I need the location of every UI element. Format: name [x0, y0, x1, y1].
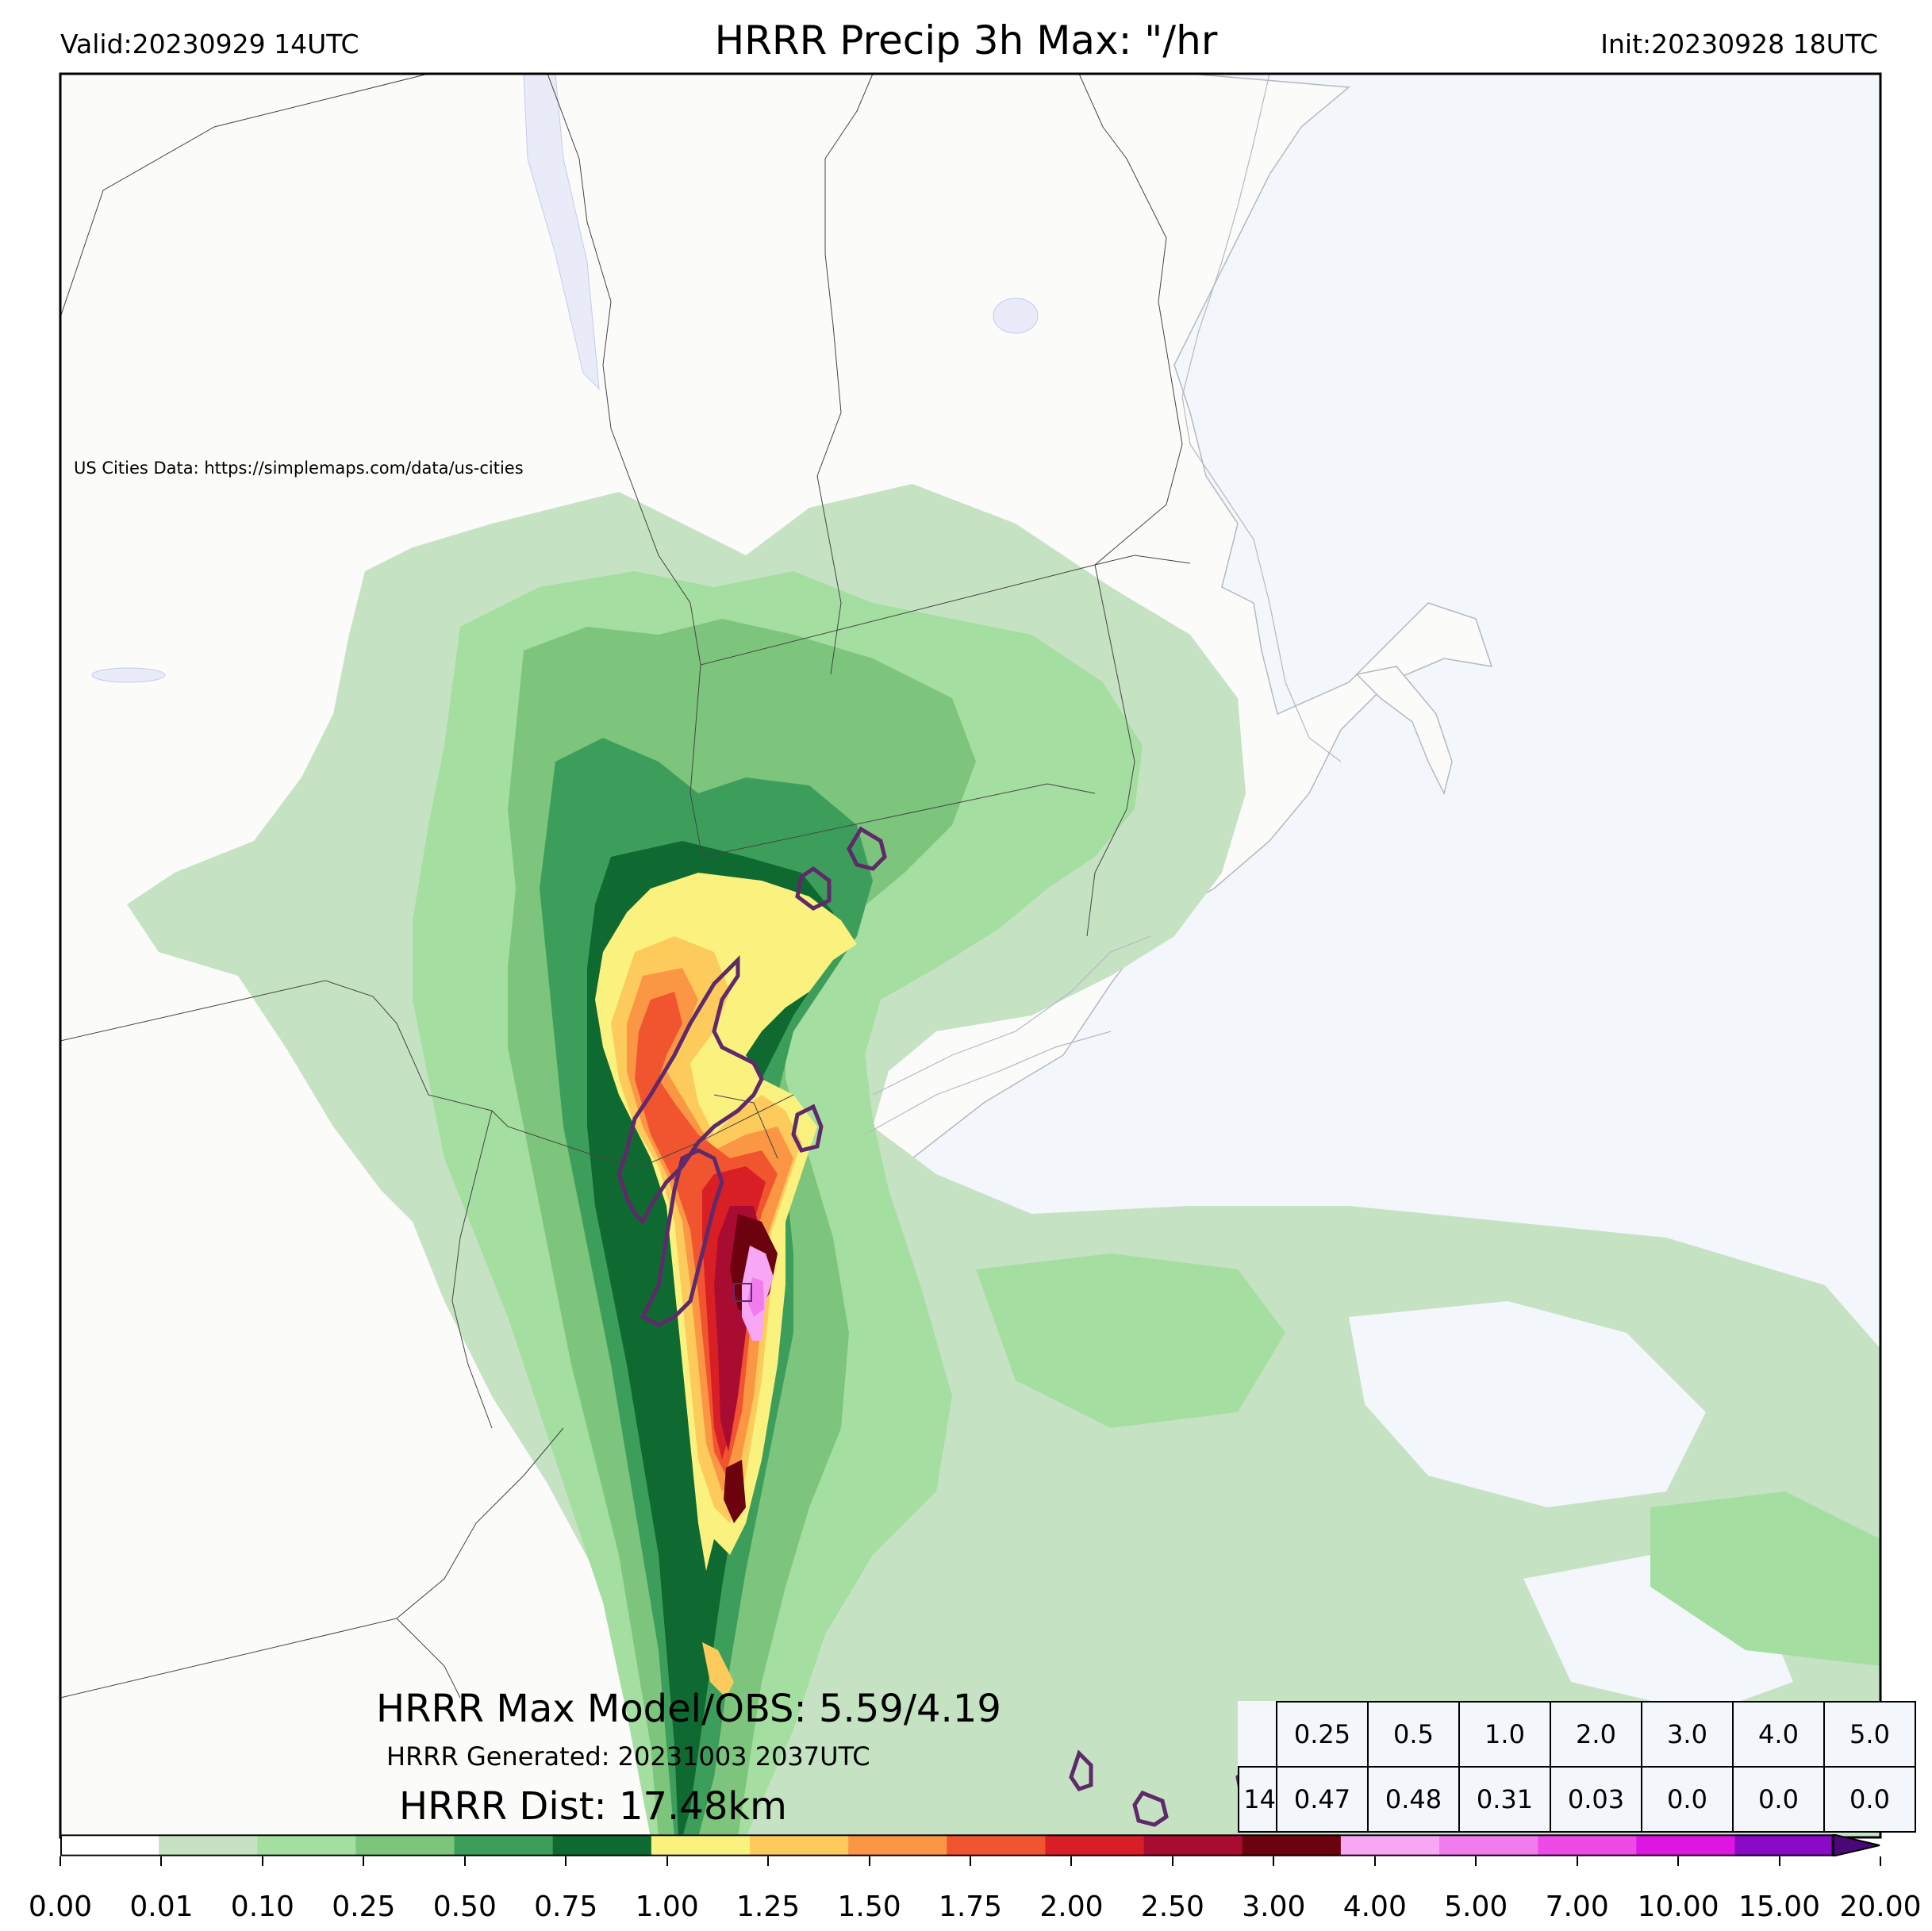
colorbar-tick-label: 0.25: [332, 1891, 396, 1923]
colorbar-segment: [1242, 1834, 1342, 1856]
cape-cod: [1355, 666, 1453, 796]
threshold-cell: 4.0: [1732, 1701, 1825, 1768]
colorbar-segment: [750, 1834, 849, 1856]
colorbar-tick-mark: [1373, 1856, 1376, 1866]
map-title: HRRR Precip 3h Max: "/hr: [714, 17, 1218, 63]
colorbar-tick-label: 15.00: [1738, 1891, 1821, 1923]
colorbar-segment: [947, 1834, 1046, 1856]
lake: [91, 667, 166, 683]
precip-0.10-ocean: [1650, 1491, 1880, 1666]
colorbar-tick-label: 4.00: [1342, 1891, 1407, 1923]
colorbar-extend-arrow: [1832, 1834, 1880, 1856]
colorbar-segment: [1636, 1834, 1735, 1856]
colorbar-tick-label: 1.50: [837, 1891, 901, 1923]
colorbar-tick-mark: [565, 1856, 567, 1866]
value-row: 14 0.47 0.48 0.31 0.03 0.0 0.0 0.0: [1238, 1766, 1916, 1833]
colorbar-segment: [1143, 1834, 1243, 1856]
colorbar-tick-mark: [1778, 1856, 1780, 1866]
threshold-row: 0.25 0.5 1.0 2.0 3.0 4.0 5.0: [1239, 1701, 1916, 1768]
colorbar-tick-mark: [868, 1856, 870, 1866]
distance-label: HRRR Dist: 17.48km: [399, 1784, 787, 1829]
colorbar-segment: [257, 1834, 356, 1856]
colorbar-segment: [1045, 1834, 1145, 1856]
threshold-cell: 2.0: [1550, 1701, 1642, 1768]
colorbar-tick-mark: [1171, 1856, 1173, 1866]
colorbar-tick-label: 20.00: [1839, 1891, 1922, 1923]
colorbar-tick-mark: [1070, 1856, 1073, 1866]
colorbar-tick-mark: [160, 1856, 163, 1866]
colorbar-tick-mark: [1475, 1856, 1477, 1866]
colorbar-tick-mark: [1880, 1856, 1881, 1866]
init-time-label: Init:20230928 18UTC: [1600, 29, 1878, 60]
value-cell: 0.03: [1550, 1766, 1642, 1833]
threshold-cell: 1.0: [1458, 1701, 1551, 1768]
threshold-table: 0.25 0.5 1.0 2.0 3.0 4.0 5.0 14 0.47 0.4…: [1238, 1701, 1916, 1833]
valid-time-label: Valid:20230929 14UTC: [60, 29, 359, 60]
colorbar-tick-label: 1.75: [938, 1891, 1003, 1923]
colorbar-tick-mark: [767, 1856, 770, 1866]
colorbar-tick-mark: [970, 1856, 971, 1866]
row-label: 14: [1238, 1766, 1277, 1833]
colorbar-segment: [848, 1834, 947, 1856]
value-cell: 0.0: [1641, 1766, 1734, 1833]
threshold-cell: 3.0: [1641, 1701, 1734, 1768]
threshold-cell: 0.5: [1367, 1701, 1460, 1768]
colorbar-segment: [454, 1834, 554, 1856]
colorbar-tick-label: 0.50: [432, 1891, 497, 1923]
max-model-obs-label: HRRR Max Model/OBS: 5.59/4.19: [376, 1687, 1001, 1731]
table-corner: [1239, 1702, 1277, 1768]
colorbar-tick-label: 2.50: [1140, 1891, 1204, 1923]
colorbar-tick-label: 0.10: [230, 1891, 294, 1923]
colorbar-segment: [159, 1834, 258, 1856]
colorbar-segment: [355, 1834, 455, 1856]
colorbar-frame: [60, 1834, 1834, 1856]
obs-max-marker: [733, 1283, 752, 1302]
colorbar-tick-label: 0.01: [129, 1891, 194, 1923]
colorbar-segment: [1734, 1834, 1834, 1856]
colorbar-tick-label: 5.00: [1444, 1891, 1508, 1923]
value-cell: 0.47: [1276, 1766, 1369, 1833]
colorbar-tick-mark: [363, 1856, 365, 1866]
colorbar-tick-mark: [261, 1856, 263, 1866]
coastline: [864, 74, 1342, 1135]
colorbar-tick-label: 0.75: [534, 1891, 598, 1923]
colorbar-tick-mark: [463, 1856, 466, 1866]
colorbar-tick-label: 1.00: [635, 1891, 699, 1923]
colorbar-tick-label: 3.00: [1242, 1891, 1306, 1923]
colorbar-segment: [552, 1834, 652, 1856]
lake: [993, 298, 1039, 334]
value-cell: 0.0: [1823, 1766, 1916, 1833]
precip-0.10-ocean: [976, 1253, 1285, 1428]
value-cell: 0.0: [1732, 1766, 1825, 1833]
colorbar-segment: [1538, 1834, 1637, 1856]
colorbar-tick-label: 2.00: [1039, 1891, 1104, 1923]
colorbar-segment: [1439, 1834, 1538, 1856]
value-cell: 0.48: [1367, 1766, 1460, 1833]
colorbar: [60, 1834, 1880, 1856]
colorbar-tick-label: 7.00: [1545, 1891, 1609, 1923]
precip-3.00: [724, 1460, 746, 1523]
colorbar-tick-mark: [1273, 1856, 1275, 1866]
generated-time-label: HRRR Generated: 20231003 2037UTC: [386, 1741, 870, 1772]
precip-1.25-blob: [702, 1642, 734, 1698]
colorbar-tick-label: 10.00: [1637, 1891, 1719, 1923]
value-cell: 0.31: [1458, 1766, 1551, 1833]
colorbar-tick-label: 0.00: [28, 1891, 93, 1923]
threshold-cell: 5.0: [1823, 1701, 1916, 1768]
colorbar-segment: [1340, 1834, 1440, 1856]
colorbar-tick-mark: [1677, 1856, 1680, 1866]
colorbar-tick-label: 1.25: [736, 1891, 801, 1923]
colorbar-tick-mark: [60, 1856, 61, 1866]
colorbar-segment: [651, 1834, 751, 1856]
colorbar-segment: [60, 1834, 159, 1856]
state-boundaries: [60, 74, 1191, 1699]
ocean-gap: [1349, 1301, 1706, 1507]
data-credit: US Cities Data: https://simplemaps.com/d…: [74, 459, 524, 478]
colorbar-tick-mark: [666, 1856, 668, 1866]
threshold-cell: 0.25: [1276, 1701, 1369, 1768]
colorbar-tick-mark: [1576, 1856, 1578, 1866]
